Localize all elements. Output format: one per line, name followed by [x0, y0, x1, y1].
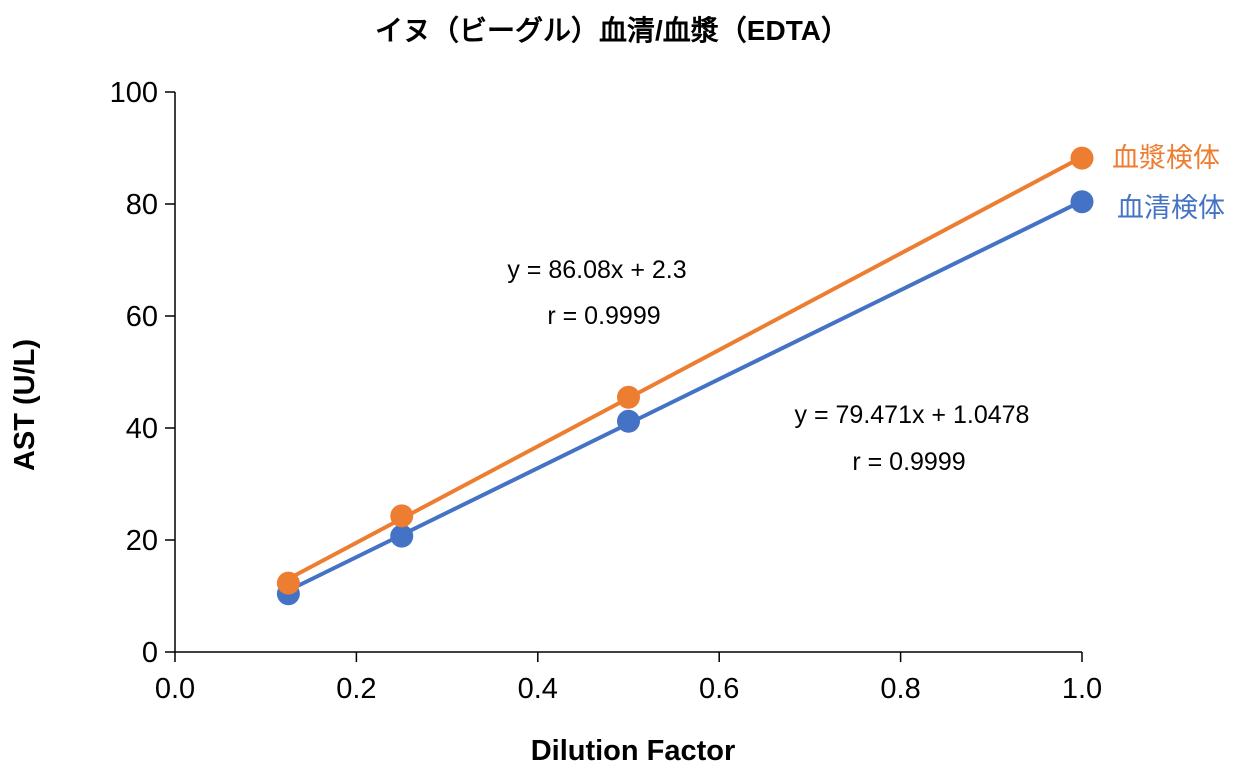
x-tick-label: 0.2: [336, 673, 376, 705]
series-label-plasma: 血漿検体: [1112, 143, 1220, 173]
y-tick-label: 0: [142, 637, 158, 669]
y-tick-label: 60: [126, 301, 158, 333]
series-label-serum: 血清検体: [1117, 193, 1225, 223]
x-tick-label: 0.8: [880, 673, 920, 705]
data-point: [1070, 190, 1094, 214]
axes: 0 20 40 60 80 100 0.0 0.2 0.4 0.6 0.8 1.0: [110, 77, 1103, 705]
x-axis-label: Dilution Factor: [531, 735, 736, 767]
data-point: [276, 571, 300, 595]
x-tick-label: 0.4: [518, 673, 558, 705]
r-value-serum: r = 0.9999: [852, 448, 965, 476]
x-tick-label: 1.0: [1062, 673, 1102, 705]
trendline: [287, 155, 1083, 581]
equation-serum: y = 79.471x + 1.0478: [795, 401, 1030, 429]
equation-plasma: y = 86.08x + 2.3: [507, 256, 686, 284]
data-point: [390, 524, 414, 548]
data-marks: [276, 146, 1094, 606]
data-point: [390, 504, 414, 528]
y-axis-label: AST (U/L): [9, 339, 41, 471]
y-tick-label: 40: [126, 413, 158, 445]
data-point: [617, 385, 640, 409]
data-point: [1070, 146, 1094, 170]
x-tick-label: 0.6: [699, 673, 739, 705]
y-tick-label: 100: [110, 77, 158, 109]
trendline: [287, 199, 1083, 593]
y-tick-label: 80: [126, 189, 158, 221]
r-value-plasma: r = 0.9999: [547, 302, 660, 330]
x-tick-label: 0.0: [155, 673, 195, 705]
y-tick-label: 20: [126, 525, 158, 557]
data-point: [617, 409, 640, 433]
chart-title: イヌ（ビーグル）血清/血漿（EDTA）: [375, 14, 849, 46]
